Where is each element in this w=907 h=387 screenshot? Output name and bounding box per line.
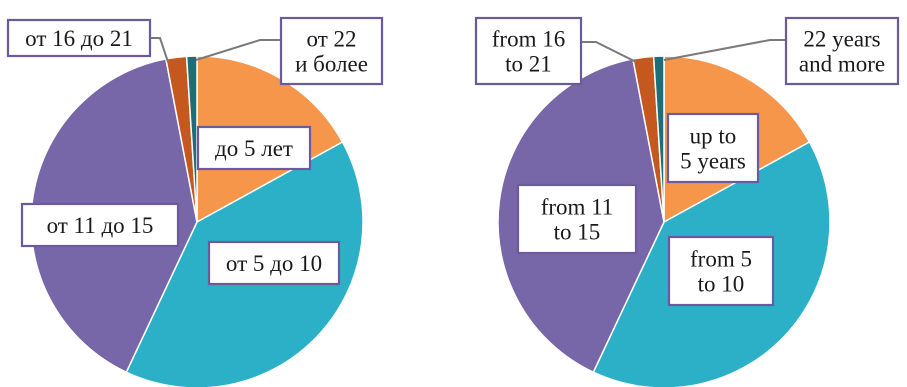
slice-label-5: от 22 и более <box>295 27 368 77</box>
label-box-5 <box>279 16 384 86</box>
label-box-2 <box>667 235 775 307</box>
slice-label-1: up to 5 years <box>680 124 746 174</box>
label-box-1 <box>666 112 760 184</box>
label-box-2 <box>207 240 341 286</box>
slice-label-1: до 5 лет <box>215 136 293 161</box>
pie-chart-ru: до 5 лет от 5 до 10 от 11 до 15 от 16 до 21… <box>6 16 384 387</box>
slice-label-3: от 11 до 15 <box>47 213 154 238</box>
label-leader-line-5 <box>195 39 281 61</box>
slice-label-2: от 5 до 10 <box>226 251 322 276</box>
label-box-3 <box>20 202 180 248</box>
pie-slice-5 <box>652 55 665 223</box>
label-box-4 <box>474 16 583 86</box>
slice-label-5: 22 years and more <box>799 27 885 77</box>
label-box-1 <box>196 125 312 171</box>
slice-label-3: from 11 to 15 <box>541 195 614 245</box>
label-box-4 <box>6 18 152 58</box>
pie-slice-5 <box>185 55 198 223</box>
slice-label-2: from 5 to 10 <box>690 247 752 297</box>
slice-label-4: from 16 to 21 <box>492 27 565 77</box>
label-box-3 <box>516 183 638 255</box>
label-box-5 <box>784 16 900 86</box>
slice-label-4: от 16 до 21 <box>25 26 133 51</box>
pie-chart-en: up to 5 years from 5 to 10 from 11 to 15 from … <box>474 16 900 387</box>
label-leader-line-4 <box>150 37 169 63</box>
label-leader-line-5 <box>663 39 786 61</box>
label-leader-line-4 <box>581 41 637 63</box>
